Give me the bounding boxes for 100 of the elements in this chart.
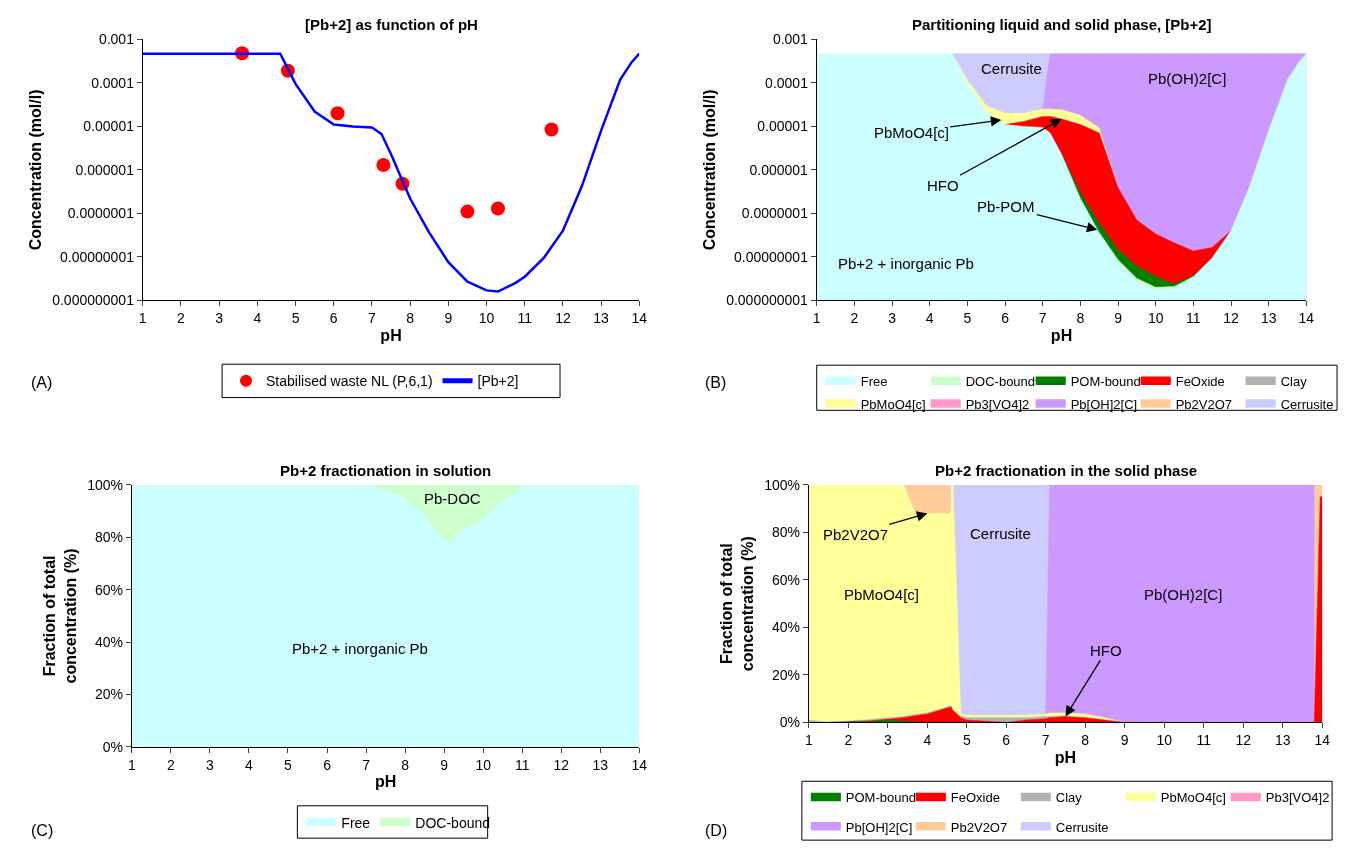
y-tick-label: 60% xyxy=(771,571,800,588)
y-tick-label: 80% xyxy=(771,524,800,541)
y-axis-title: Fraction of total concentration (%) xyxy=(41,548,80,684)
y-tick-label: 0.000001 xyxy=(749,161,809,178)
x-tick-label: 9 xyxy=(1114,310,1123,327)
x-tick-label: 1 xyxy=(804,732,813,749)
y-tick-label: 40% xyxy=(95,634,124,651)
x-tick-label: 9 xyxy=(1120,732,1129,749)
line-series xyxy=(142,52,640,293)
y-tick-label: 100% xyxy=(87,476,124,493)
point xyxy=(490,201,505,216)
x-tick-label: 4 xyxy=(253,310,262,327)
y-axis-title: Fraction of total concentration (%) xyxy=(718,536,757,672)
x-tick-label: 10 xyxy=(1156,732,1173,749)
x-tick-label: 10 xyxy=(478,310,495,327)
x-tick-label: 11 xyxy=(517,310,533,327)
y-axis-title: Concentration (mol/l) xyxy=(27,89,45,251)
x-tick-label: 7 xyxy=(1041,732,1050,749)
x-tick-label: 3 xyxy=(215,310,224,327)
x-tick-label: 8 xyxy=(1081,732,1090,749)
x-tick-label: 4 xyxy=(923,732,932,749)
x-tick-label: 2 xyxy=(167,756,175,773)
x-tick-label: 9 xyxy=(440,756,449,773)
x-axis-title: pH xyxy=(380,326,402,344)
annotation: Pb2V2O7 xyxy=(823,526,889,543)
legend-label: Cerrusite xyxy=(1280,396,1334,412)
y-tick-label: 0% xyxy=(102,738,124,755)
y-axis-title: Concentration (mol/l) xyxy=(701,89,719,251)
y-tick-label: 0.0000001 xyxy=(67,205,135,222)
x-tick-label: 7 xyxy=(362,756,371,773)
y-tick-label: 20% xyxy=(95,686,124,703)
legend-label: Cerrusite xyxy=(1055,819,1109,835)
chart-title: Partitioning liquid and solid phase, [Pb+2] xyxy=(912,16,1212,33)
text: (A) xyxy=(31,374,53,391)
annotation: Pb(OH)2[C] xyxy=(1144,586,1223,603)
legend-label: Clay xyxy=(1055,790,1083,806)
x-tick-label: 6 xyxy=(1002,732,1011,749)
legend-label: DOC-bound xyxy=(965,374,1036,390)
x-tick-label: 3 xyxy=(883,732,892,749)
x-tick-label: 11 xyxy=(1186,310,1201,327)
chart-title: Pb+2 fractionation in the solid phase xyxy=(935,462,1198,479)
point xyxy=(460,204,475,219)
text: (C) xyxy=(31,822,54,839)
annotation: Pb+2 + inorganic Pb xyxy=(838,255,974,272)
x-tick-label: 6 xyxy=(1001,310,1010,327)
x-tick-label: 13 xyxy=(593,310,610,327)
y-tick-label: 0.00001 xyxy=(757,118,809,135)
x-tick-label: 2 xyxy=(177,310,186,327)
legend-label: PbMoO4[c] xyxy=(860,396,926,412)
y-tick-label: 0% xyxy=(779,714,800,731)
x-tick-label: 14 xyxy=(1314,732,1331,749)
y-tick-label: 0.000001 xyxy=(75,161,135,178)
x-tick-label: 8 xyxy=(406,310,415,327)
y-tick-label: 0.001 xyxy=(772,31,809,48)
x-tick-label: 2 xyxy=(844,732,853,749)
annotation: PbMoO4[c] xyxy=(874,124,950,141)
x-tick-label: 8 xyxy=(1076,310,1085,327)
x-tick-label: 9 xyxy=(444,310,453,327)
x-tick-label: 12 xyxy=(555,310,571,327)
legend-label: PbMoO4[c] xyxy=(1160,790,1226,806)
x-tick-label: 3 xyxy=(206,756,215,773)
x-tick-label: 14 xyxy=(631,310,648,327)
x-tick-label: 13 xyxy=(592,756,609,773)
x-tick-label: 6 xyxy=(323,756,332,773)
y-tick-label: 60% xyxy=(95,581,124,598)
y-tick-label: 80% xyxy=(95,529,124,546)
x-tick-label: 11 xyxy=(1196,732,1212,749)
y-tick-label: 0.000000001 xyxy=(52,292,135,309)
annotation: Pb(OH)2[C] xyxy=(1148,70,1227,87)
x-tick-label: 7 xyxy=(1038,310,1047,327)
x-tick-label: 1 xyxy=(127,756,136,773)
legend-label: FeOxide xyxy=(950,790,1000,806)
x-tick-label: 10 xyxy=(1147,310,1164,327)
legend-label: FeOxide xyxy=(1175,374,1225,390)
annotation: Pb-DOC xyxy=(424,490,481,507)
legend-label: Pb[OH]2[C] xyxy=(1070,396,1138,412)
x-tick-label: 12 xyxy=(1235,732,1252,749)
point xyxy=(330,106,345,121)
legend-label: Clay xyxy=(1280,374,1308,390)
y-tick-label: 0.0000001 xyxy=(741,205,809,222)
legend-label: POM-bound xyxy=(845,790,916,806)
x-tick-label: 8 xyxy=(401,756,410,773)
annotation: Cerrusite xyxy=(970,525,1031,542)
legend-label: Pb[OH]2[C] xyxy=(845,819,913,835)
y-tick-label: 0.0001 xyxy=(91,74,135,91)
x-tick-label: 13 xyxy=(1274,732,1291,749)
x-tick-label: 5 xyxy=(962,732,971,749)
annotation: Pb-POM xyxy=(977,198,1035,215)
annotation: Pb+2 + inorganic Pb xyxy=(292,640,428,657)
annotation: HFO xyxy=(1090,642,1122,659)
x-tick-label: 14 xyxy=(631,756,648,773)
x-tick-label: 5 xyxy=(284,756,293,773)
y-tick-label: 20% xyxy=(771,666,800,683)
y-tick-label: 0.00001 xyxy=(83,118,135,135)
text: (D) xyxy=(705,822,728,839)
x-tick-label: 4 xyxy=(245,756,254,773)
annotation: HFO xyxy=(927,177,959,194)
legend-label: Pb2V2O7 xyxy=(1175,396,1233,412)
y-tick-label: 0.0001 xyxy=(765,74,809,91)
legend-label: Free xyxy=(860,374,888,390)
